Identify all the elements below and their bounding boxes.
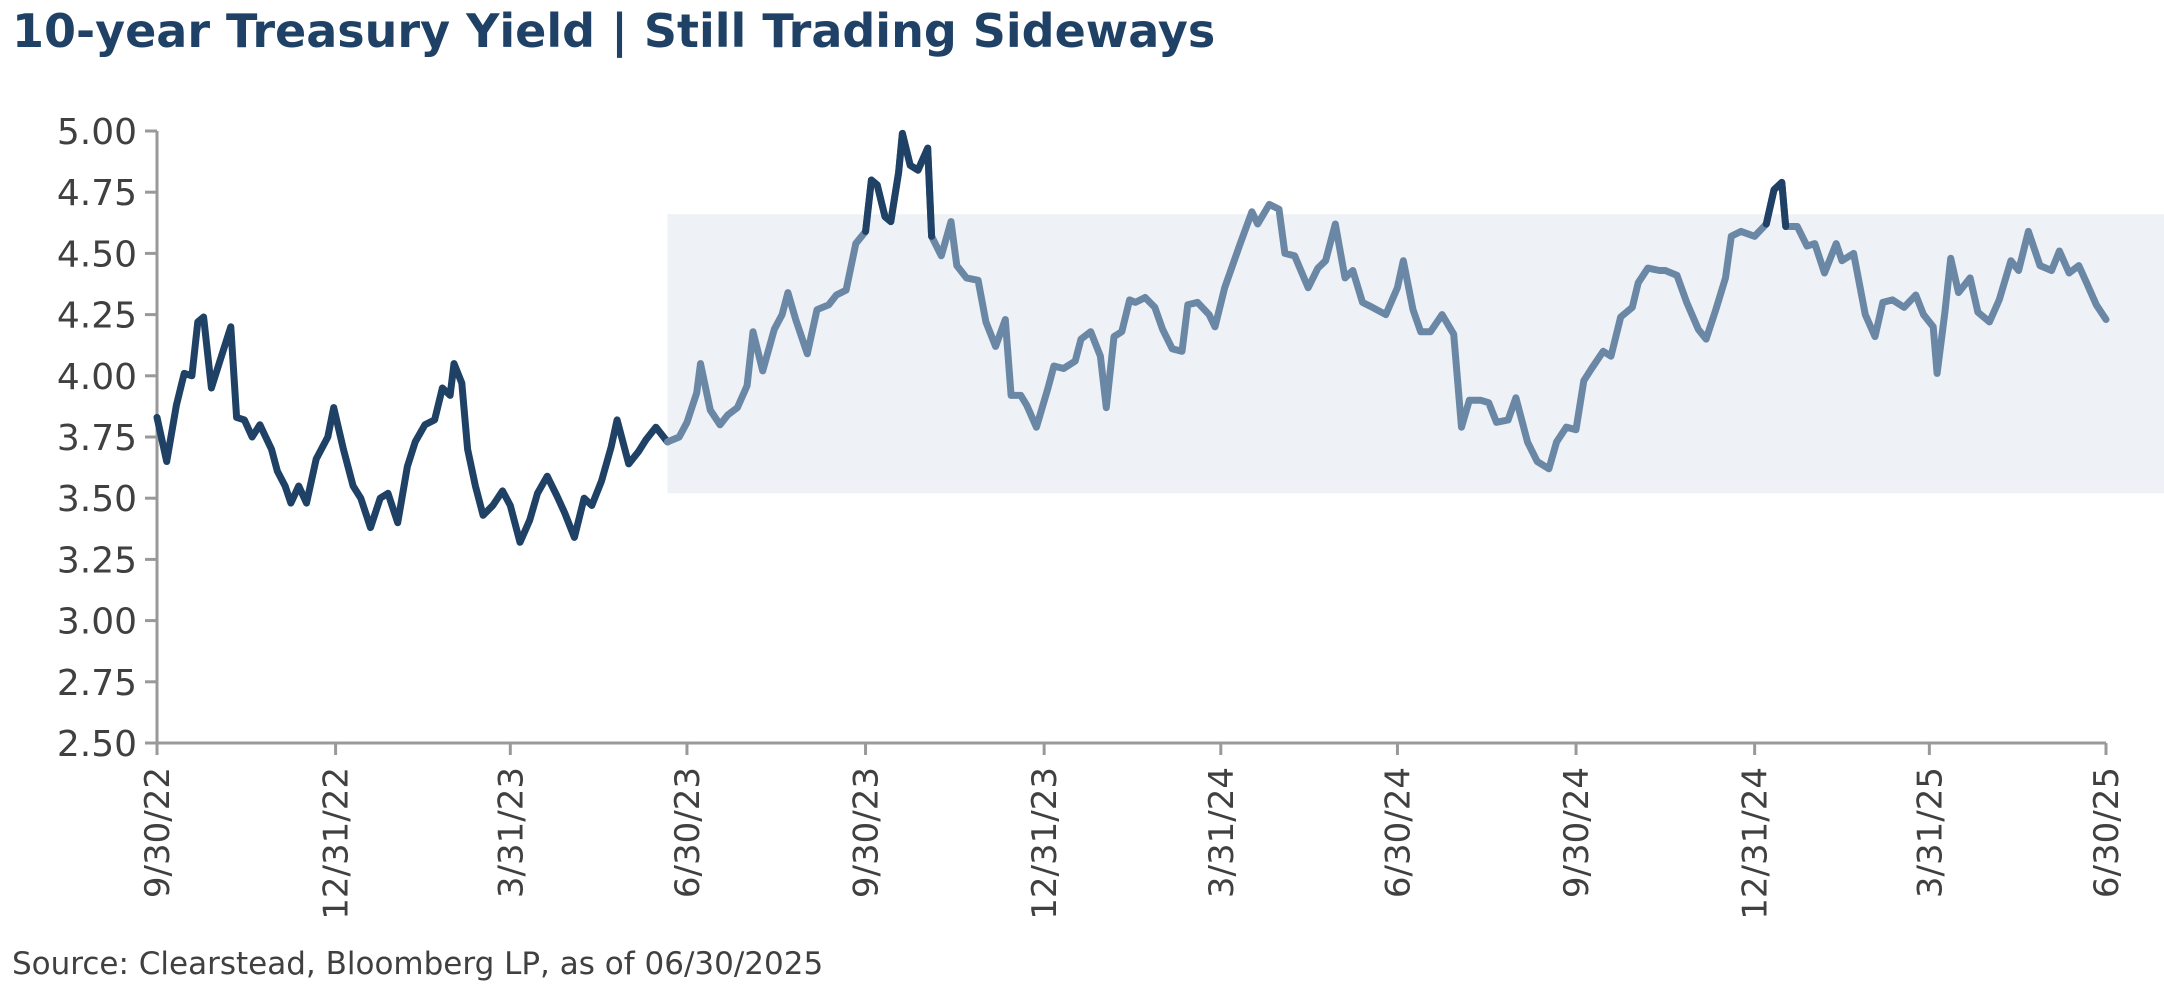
x-tick-label: 6/30/23 <box>668 767 708 898</box>
series-line-4-dark <box>1762 178 1790 230</box>
axes <box>145 129 2108 755</box>
series-line-3-dark <box>862 129 936 240</box>
series-line-1-dark <box>153 313 671 546</box>
y-tick-label: 3.75 <box>57 418 137 459</box>
y-tick-label: 4.50 <box>57 234 137 275</box>
y-tick-label: 2.50 <box>57 724 137 765</box>
x-tick-label: 3/31/24 <box>1202 767 1242 898</box>
x-tick-label: 6/30/24 <box>1378 767 1418 898</box>
x-tick-label: 3/31/25 <box>1910 767 1950 898</box>
x-tick-label: 12/31/23 <box>1025 767 1065 920</box>
y-tick-label: 2.75 <box>57 663 137 704</box>
y-tick-label: 3.50 <box>57 479 137 520</box>
x-tick-label: 12/31/24 <box>1736 767 1776 920</box>
y-tick-label: 4.75 <box>57 173 137 214</box>
x-tick-label: 12/31/22 <box>317 767 357 920</box>
x-tick-label: 9/30/22 <box>138 767 178 898</box>
x-tick-label: 9/30/23 <box>847 767 887 898</box>
x-tick-label: 6/30/25 <box>2087 767 2127 898</box>
y-tick-label: 4.25 <box>57 296 137 337</box>
x-tick-label: 3/31/23 <box>491 767 531 898</box>
y-tick-label: 3.00 <box>57 602 137 643</box>
chart-source-note: Source: Clearstead, Bloomberg LP, as of … <box>12 946 824 982</box>
trading-range-band-layer <box>667 214 2164 494</box>
trading-range-band <box>667 214 2164 494</box>
series-layer <box>153 129 2110 546</box>
chart-title: 10-year Treasury Yield | Still Trading S… <box>12 4 1216 58</box>
y-tick-label: 5.00 <box>57 112 137 153</box>
y-tick-label: 3.25 <box>57 540 137 581</box>
y-tick-label: 4.00 <box>57 357 137 398</box>
x-tick-label: 9/30/24 <box>1557 767 1597 898</box>
tick-labels: 5.00 4.75 4.50 4.25 4.00 3.75 3.50 3.25 3.00 2.75… <box>57 112 2127 920</box>
